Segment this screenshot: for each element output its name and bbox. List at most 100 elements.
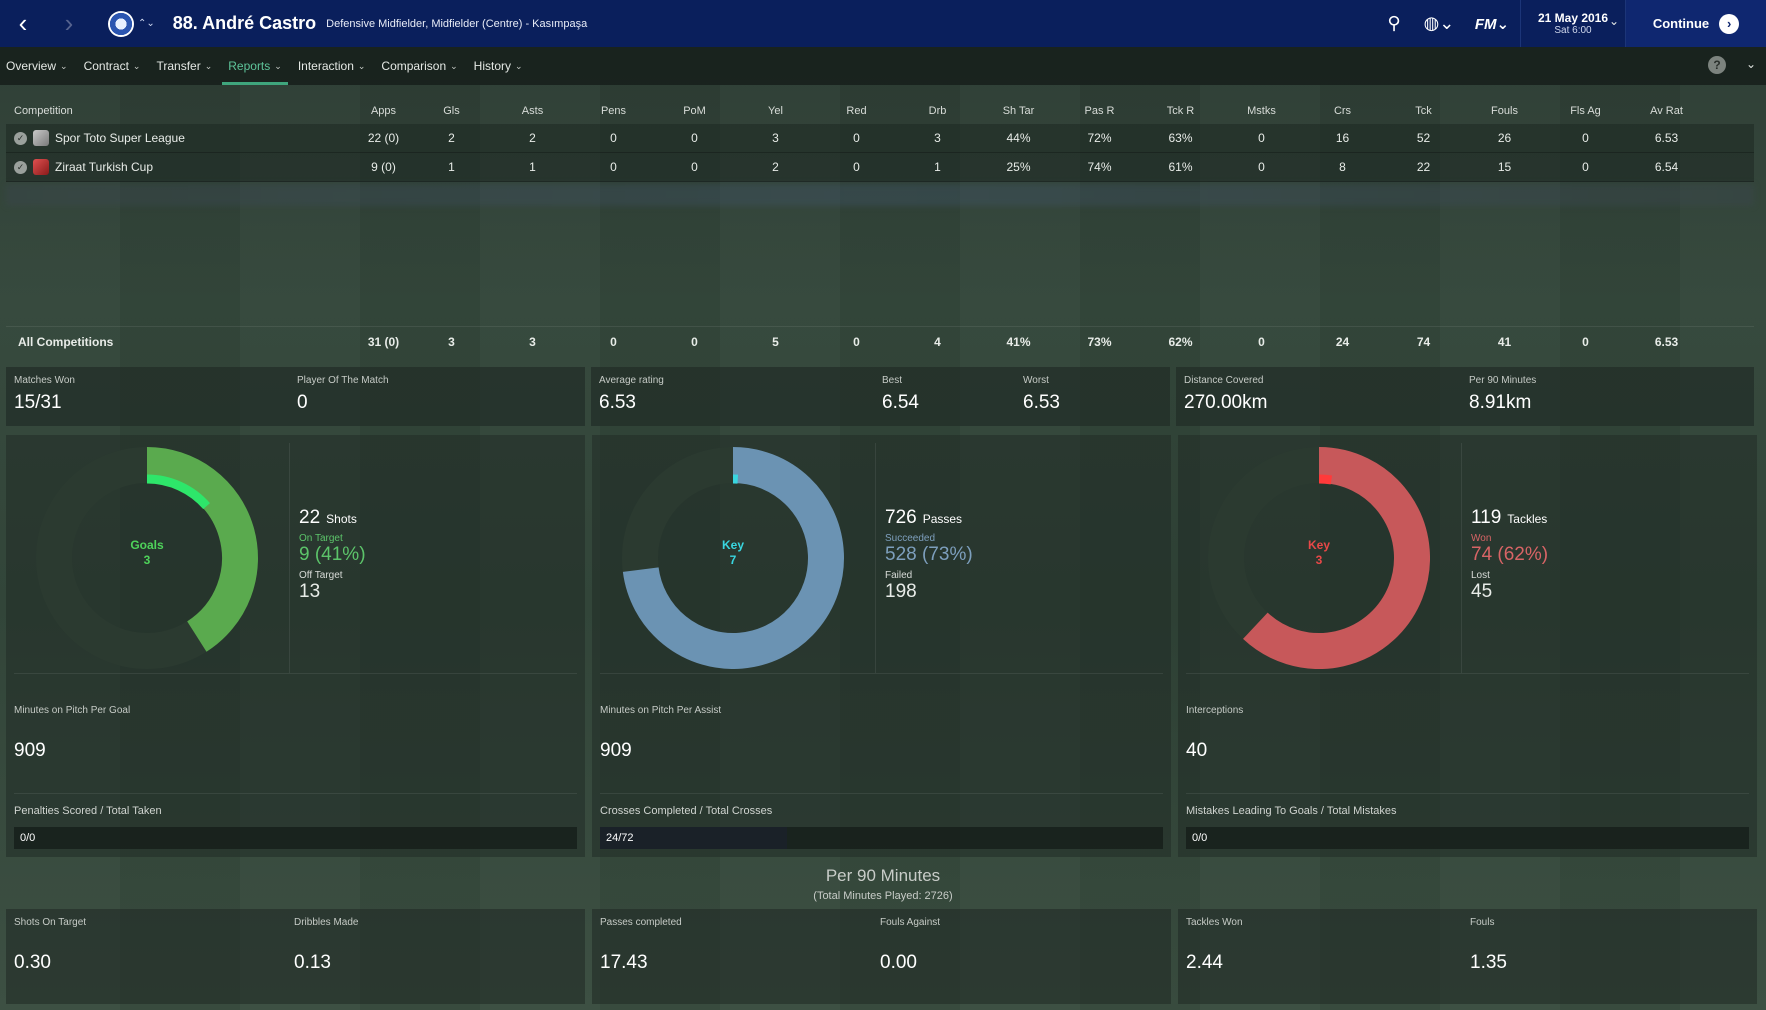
column-header[interactable]: Av Rat — [1650, 104, 1683, 117]
column-header[interactable]: Tck — [1415, 104, 1432, 117]
breakdown-success-value: 528 (73%) — [885, 544, 973, 565]
table-total-row: All Competitions 31 (0) 3 3 0 0 5 0 4 41% 73% 62% 0 2… — [6, 326, 1754, 356]
panel-divider — [600, 793, 1163, 794]
per90-panel-attacking: Shots On Target 0.30 Dribbles Made 0.13 — [6, 909, 585, 1004]
column-header[interactable]: Fouls — [1491, 104, 1518, 117]
distance-per90-stat: Per 90 Minutes 8.91km — [1469, 375, 1536, 418]
column-header[interactable]: Sh Tar — [1002, 104, 1035, 117]
breakdown-total: 22 Shots — [299, 507, 366, 529]
continue-button[interactable]: Continue › — [1626, 0, 1766, 47]
table-cell: 2 — [772, 160, 779, 174]
avg-rating-label: Average rating — [599, 375, 664, 386]
tab-label: Interaction — [297, 59, 354, 73]
chevron-down-icon: ⌄ — [274, 60, 282, 71]
column-header[interactable]: Pas R — [1084, 104, 1115, 117]
tab-history[interactable]: History ⌄ — [468, 47, 529, 85]
breakdown-other-value: 45 — [1471, 581, 1493, 602]
tab-overview[interactable]: Overview ⌄ — [0, 47, 74, 85]
current-date: 21 May 2016 — [1537, 11, 1609, 25]
best-rating-value: 6.54 — [882, 392, 919, 413]
per90-panel-passing: Passes completed 17.43 Fouls Against 0.00 — [592, 909, 1171, 1004]
secondary-stat-label: Minutes on Pitch Per Assist — [600, 705, 722, 716]
table-cell: 31 (0) — [367, 334, 400, 349]
secondary-stat-value: 909 — [14, 740, 46, 761]
tab-bar: Overview ⌄ Contract ⌄ Transfer ⌄ Reports ⌄ I… — [0, 47, 1766, 85]
fm-menu-button[interactable]: FM⌄ — [1474, 15, 1510, 33]
date-display[interactable]: 21 May 2016 Sat 6:00 ⌄ — [1520, 0, 1626, 47]
donut-chart[interactable]: Key 7 — [592, 435, 875, 673]
club-badge-icon[interactable] — [108, 10, 134, 37]
tab-reports[interactable]: Reports ⌄ — [222, 47, 288, 85]
donut-center-title: Goals — [130, 538, 164, 552]
table-row[interactable]: ✓ Spor Toto Super League 22 (0) 2 2 0 0 3 0 3 44% 7… — [6, 124, 1754, 153]
tab-label: Overview — [6, 59, 57, 73]
per90-stat: Tackles Won 2.44 — [1178, 909, 1251, 982]
donut-key-arc — [1318, 474, 1333, 485]
column-header[interactable]: Competition — [14, 104, 73, 117]
per90-label: Tackles Won — [1186, 917, 1243, 928]
donut-chart[interactable]: Key 3 — [1178, 435, 1461, 673]
collapse-chevron-icon[interactable]: ⌄ — [1745, 57, 1756, 71]
column-header[interactable]: Gls — [443, 104, 460, 117]
table-cell: 0 — [853, 160, 860, 174]
chevron-down-icon: ⌄ — [132, 60, 141, 71]
secondary-stat-value: 909 — [600, 740, 632, 761]
ratio-bar: 0/0 — [1186, 827, 1749, 849]
globe-icon[interactable]: ◍⌄ — [1423, 13, 1455, 33]
table-cell: 8 — [1339, 160, 1346, 174]
donut-chart[interactable]: Goals 3 — [6, 435, 289, 673]
tab-comparison[interactable]: Comparison ⌄ — [375, 47, 463, 85]
competition-name[interactable]: Ziraat Turkish Cup — [55, 160, 154, 174]
tab-label: Transfer — [156, 59, 201, 73]
column-header[interactable]: Mstks — [1247, 104, 1276, 117]
breakdown-other-label: Failed — [885, 570, 913, 581]
column-header[interactable]: Asts — [521, 104, 544, 117]
forward-icon[interactable]: › — [64, 8, 74, 38]
column-header[interactable]: Tck R — [1166, 104, 1195, 117]
table-cell: 24 — [1335, 334, 1350, 349]
column-header[interactable]: Apps — [370, 104, 397, 117]
per90-label: Passes completed — [600, 917, 682, 928]
donut-center-label: Key 3 — [1208, 538, 1430, 568]
donut-svg — [1208, 447, 1430, 669]
per90-title: Per 90 Minutes — [825, 866, 941, 885]
secondary-stat-label: Minutes on Pitch Per Goal — [14, 705, 131, 716]
distance-stat: Distance Covered 270.00km — [1184, 375, 1469, 418]
table-row[interactable]: ✓ Ziraat Turkish Cup 9 (0) 1 1 0 0 2 0 1 25% 74% 61%… — [6, 153, 1754, 182]
table-cell: 0 — [1258, 131, 1265, 145]
ratio-label: Crosses Completed / Total Crosses — [600, 805, 773, 817]
panel-divider — [1186, 673, 1749, 674]
breakdown-stats: 22 Shots On Target 9 (41%) Off Target 13 — [299, 507, 366, 603]
tab-interaction[interactable]: Interaction ⌄ — [292, 47, 372, 85]
column-header[interactable]: Pens — [600, 104, 627, 117]
back-icon[interactable]: ‹ — [18, 8, 28, 38]
tab-transfer[interactable]: Transfer ⌄ — [150, 47, 218, 85]
club-switch-icon[interactable]: ⌃⌄ — [138, 18, 155, 29]
donut-svg — [622, 447, 844, 669]
column-header[interactable]: Red — [846, 104, 867, 117]
defending-panel: Key 3 119 Tackles Won 74 (62%) Lost 45 I… — [1178, 435, 1757, 857]
trophy-icon — [33, 159, 49, 175]
tab-contract[interactable]: Contract ⌄ — [78, 47, 147, 85]
per90-stat: Fouls Against 0.00 — [872, 909, 948, 982]
matches-won-value: 15/31 — [14, 392, 62, 413]
competition-name[interactable]: Spor Toto Super League — [55, 131, 185, 145]
table-cell: 0 — [610, 334, 617, 349]
column-header[interactable]: Yel — [768, 104, 783, 117]
per90-stat: Fouls 1.35 — [1462, 909, 1515, 982]
blurred-row — [6, 184, 1754, 206]
search-icon[interactable]: ⚲ — [1387, 13, 1401, 33]
help-icon[interactable]: ? — [1708, 56, 1726, 74]
worst-rating-stat: Worst 6.53 — [1023, 375, 1060, 418]
check-icon: ✓ — [14, 160, 27, 174]
column-header[interactable]: Crs — [1333, 104, 1352, 117]
breakdown-total-label: Tackles — [1507, 512, 1548, 526]
column-header[interactable]: Fls Ag — [1570, 104, 1601, 117]
breakdown-total: 119 Tackles — [1471, 507, 1548, 529]
column-header[interactable]: PoM — [683, 104, 706, 117]
secondary-stat: Interceptions 40 — [1186, 705, 1243, 762]
breakdown-total-value: 726 — [885, 507, 917, 528]
trophy-icon — [33, 130, 49, 146]
breakdown-other-label: Lost — [1471, 570, 1490, 581]
column-header[interactable]: Drb — [928, 104, 947, 117]
